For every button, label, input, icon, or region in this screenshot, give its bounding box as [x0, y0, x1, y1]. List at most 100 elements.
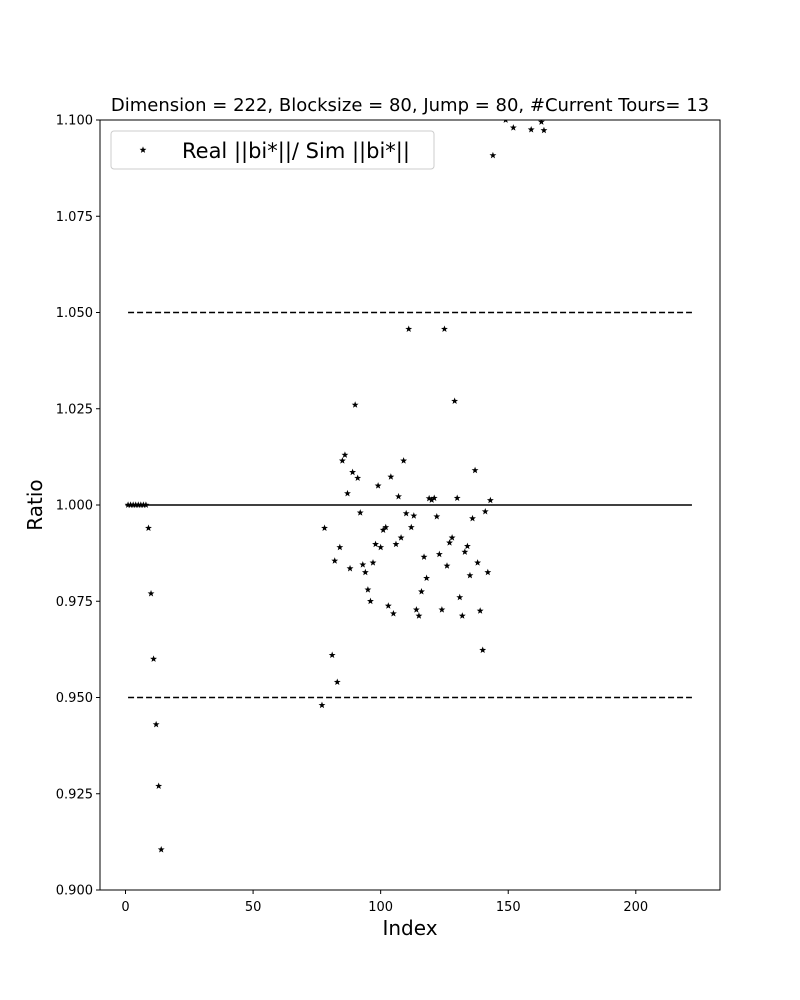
x-tick-label: 100 [368, 900, 393, 915]
y-tick-label: 0.900 [56, 884, 93, 899]
data-point [540, 126, 548, 134]
data-point [152, 720, 160, 728]
chart-title: Dimension = 222, Blocksize = 80, Jump = … [111, 95, 709, 116]
data-point [481, 507, 489, 515]
legend-star-marker [139, 146, 147, 153]
data-point [364, 586, 372, 593]
data-point [466, 571, 474, 579]
data-point [435, 550, 443, 558]
data-point [157, 845, 165, 853]
y-tick-label: 1.050 [56, 306, 93, 321]
x-axis: 0 50 100 150 200 [121, 890, 648, 915]
data-point [349, 468, 357, 476]
data-point [379, 526, 387, 533]
data-point [382, 523, 390, 531]
data-point [509, 124, 517, 131]
data-point [134, 501, 142, 508]
data-point [448, 534, 456, 541]
data-point [356, 509, 364, 516]
data-point [476, 607, 484, 614]
data-point [328, 651, 336, 659]
data-point [338, 457, 346, 464]
data-point [147, 589, 155, 597]
data-point [127, 501, 135, 508]
data-point [474, 559, 482, 566]
data-point [150, 655, 157, 662]
x-tick-label: 50 [245, 900, 262, 915]
data-point [410, 512, 418, 519]
data-point [392, 540, 400, 548]
data-point [407, 523, 415, 531]
data-point [469, 514, 476, 522]
data-point [537, 120, 545, 125]
data-point [451, 397, 459, 404]
data-point [384, 602, 392, 609]
data-point [456, 593, 464, 601]
data-point [402, 509, 410, 517]
reference-lines [125, 311, 692, 699]
data-point [428, 496, 436, 503]
data-point [359, 561, 367, 568]
legend-box [110, 130, 435, 170]
data-point [372, 540, 379, 548]
data-point [489, 151, 497, 159]
data-point [463, 542, 471, 550]
data-point [441, 325, 448, 332]
data-point [484, 568, 492, 576]
data-point [443, 562, 451, 569]
legend-entry-label: Real ||bi*||/ Sim ||bi*|| [182, 139, 410, 164]
data-point [351, 401, 359, 408]
data-point [418, 588, 425, 595]
legend: Real ||bi*||/ Sim ||bi*|| [110, 130, 435, 170]
data-point [155, 782, 163, 789]
data-point [137, 501, 145, 508]
data-point [415, 612, 423, 619]
x-tick-label: 0 [121, 900, 129, 915]
data-point [479, 646, 487, 654]
data-point [318, 701, 326, 709]
data-point [438, 606, 446, 613]
data-point [458, 612, 466, 619]
data-point [389, 609, 397, 617]
data-point [333, 678, 341, 686]
data-point [321, 524, 328, 532]
data-point [395, 492, 402, 500]
y-tick-label: 0.925 [56, 787, 93, 802]
data-point [142, 501, 150, 508]
data-point [354, 474, 362, 481]
data-point [387, 473, 395, 480]
y-tick-label: 1.025 [56, 402, 93, 417]
data-point [341, 451, 349, 458]
y-tick-label: 1.000 [56, 499, 93, 514]
data-point [336, 543, 344, 551]
data-point [420, 553, 428, 560]
x-tick-label: 150 [496, 900, 521, 915]
y-tick-label: 0.975 [56, 595, 93, 610]
data-point [369, 559, 377, 566]
data-point [461, 548, 469, 555]
x-axis-label: Index [382, 916, 437, 940]
data-point [377, 543, 385, 551]
data-point [346, 564, 354, 572]
data-point [331, 557, 339, 564]
data-point [453, 494, 461, 501]
y-tick-label: 1.100 [56, 114, 93, 129]
data-point [405, 325, 413, 332]
legend-marker-star-icon [139, 146, 147, 153]
x-tick-label: 200 [623, 900, 648, 915]
data-point [471, 466, 479, 474]
y-axis-label: Ratio [23, 479, 47, 530]
y-tick-label: 1.075 [56, 210, 93, 225]
data-point [400, 457, 408, 464]
data-point [344, 489, 351, 497]
data-point [374, 482, 382, 489]
data-point [486, 496, 494, 504]
data-point [423, 574, 431, 582]
data-point [503, 120, 508, 123]
data-point [527, 126, 535, 133]
data-point [430, 494, 438, 501]
data-point [361, 568, 369, 576]
data-point [129, 501, 137, 508]
data-point [397, 534, 405, 541]
